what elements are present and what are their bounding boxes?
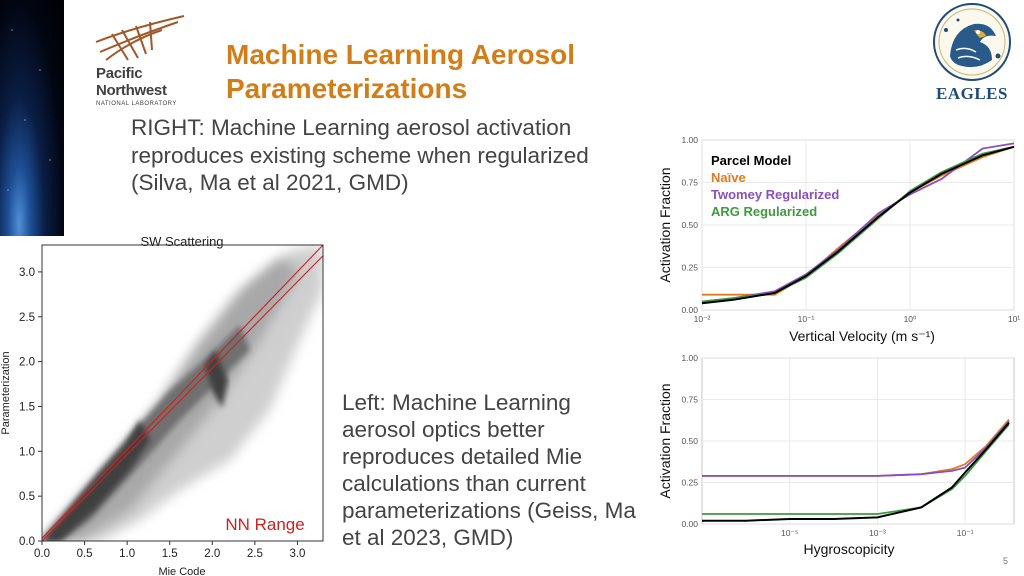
sw-y-tick-label: 3.0 (19, 267, 35, 279)
sw-y-tick-label: 2.0 (19, 357, 35, 369)
y-tick-label: 0.00 (681, 519, 698, 529)
x-tick-label: 10⁰ (904, 314, 917, 324)
sw-scattering-chart: SW Scattering 0.0 0.5 1.0 1.5 2.0 2.5 3.0 0.0 0.… (0, 234, 324, 576)
x-tick-label: 10¹ (1008, 314, 1020, 324)
sw-x-tick-label: 0.0 (34, 548, 50, 560)
sw-x-tick-label: 0.5 (77, 548, 93, 560)
sw-x-tick-label: 2.0 (204, 548, 220, 560)
series-twomey-line (702, 420, 1010, 477)
y-tick-label: 0.75 (681, 395, 698, 405)
sw-x-tick-label: 2.5 (247, 548, 263, 560)
nn-range-label: NN Range (225, 515, 304, 534)
y-tick-label: 0.50 (681, 436, 698, 446)
nn-range-lower-line (41, 255, 324, 542)
sw-y-tick-label: 0.0 (19, 536, 35, 548)
hy-x-axis-label: Hygroscopicity (803, 541, 894, 557)
sw-y-tick-label: 0.5 (19, 491, 35, 503)
y-tick-label: 0.25 (681, 263, 698, 273)
legend-arg: ARG Regularized (711, 204, 817, 219)
x-tick-label: 10⁻¹ (798, 314, 815, 324)
pnnl-line3: NATIONAL LABORATORY (96, 101, 177, 107)
hy-y-axis-label: Activation Fraction (657, 383, 673, 498)
pnnl-line1: Pacific (96, 65, 143, 82)
sw-y-tick-label: 2.5 (19, 312, 35, 324)
y-tick-label: 0.00 (681, 305, 698, 315)
sw-plot-frame (41, 244, 324, 542)
sw-x-tick-label: 1.5 (162, 548, 178, 560)
slide-title: Machine Learning Aerosol Parameterizatio… (226, 39, 576, 104)
x-tick-label: 10⁻⁵ (781, 528, 798, 538)
pnnl-line2: Northwest (96, 82, 167, 99)
legend-parcel-model: Parcel Model (711, 153, 791, 168)
series-parcel-line (702, 422, 1010, 522)
activation-velocity-chart: 0.00 0.25 0.50 0.75 1.00 10⁻² 10⁻¹ 10⁰ 10¹ Parce… (657, 135, 1020, 344)
activation-hygroscopicity-chart: 0.00 0.25 0.50 0.75 1.00 10⁻⁵ 10⁻³ 10⁻¹ Hygrosc… (657, 353, 1015, 557)
sw-y-tick-label: 1.5 (19, 401, 35, 413)
series-parcel-line (701, 145, 1015, 305)
eagles-logo-icon (933, 3, 1011, 81)
x-tick-label: 10⁻³ (869, 528, 886, 538)
page-number: 5 (1003, 556, 1009, 566)
vv-y-axis-label: Activation Fraction (657, 167, 673, 282)
vv-x-axis-label: Vertical Velocity (m s⁻¹) (789, 328, 935, 344)
sw-x-tick-label: 3.0 (289, 548, 305, 560)
y-tick-label: 0.50 (681, 220, 698, 230)
space-background-image (0, 0, 64, 236)
vv-legend: Parcel Model Naïve Twomey Regularized AR… (711, 153, 839, 219)
sw-x-tick-label: 1.0 (119, 548, 135, 560)
eagles-wordmark: EAGLES (936, 84, 1008, 103)
pnnl-wordmark: Pacific Northwest NATIONAL LABORATORY (96, 66, 177, 107)
nn-range-upper-line (41, 244, 324, 539)
series-arg-line (702, 423, 1010, 515)
y-tick-label: 0.25 (681, 478, 698, 488)
y-tick-label: 1.00 (681, 353, 698, 363)
x-tick-label: 10⁻¹ (957, 528, 974, 538)
right-description: RIGHT: Machine Learning aerosol activati… (131, 115, 589, 195)
nn-range-lines (41, 244, 324, 542)
y-tick-label: 1.00 (681, 135, 698, 145)
sw-chart-title: SW Scattering (140, 234, 223, 249)
sw-y-axis-label: Parameterization (0, 351, 12, 434)
sw-y-tick-label: 1.0 (19, 446, 35, 458)
sw-x-axis-label: Mie Code (158, 566, 205, 576)
y-tick-label: 0.75 (681, 178, 698, 188)
left-description: Left: Machine Learning aerosol optics be… (342, 390, 636, 550)
x-tick-label: 10⁻² (694, 314, 711, 324)
legend-twomey: Twomey Regularized (711, 187, 839, 202)
pnnl-logo-icon (95, 15, 185, 61)
legend-naive: Naïve (711, 170, 746, 185)
